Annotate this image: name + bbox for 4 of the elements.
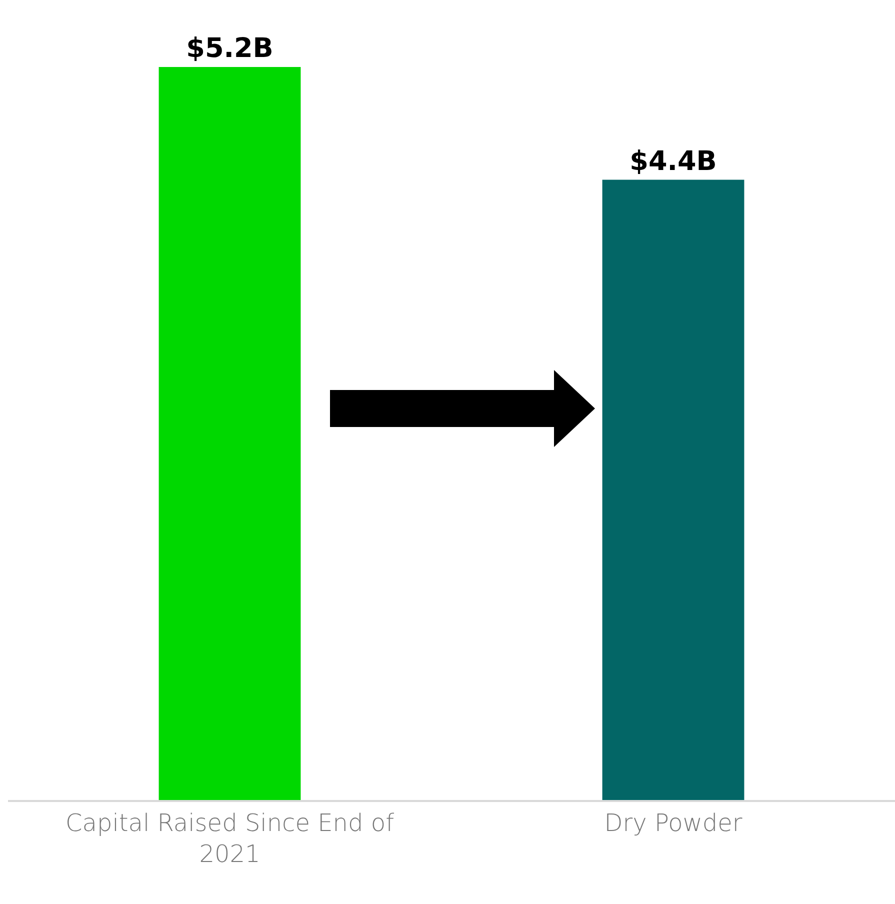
data-label: $4.4B	[630, 146, 717, 177]
x-tick-label: Capital Raised Since End of 2021	[65, 808, 395, 868]
data-label: $5.2B	[186, 33, 274, 64]
x-tick-label: Dry Powder	[604, 808, 742, 837]
